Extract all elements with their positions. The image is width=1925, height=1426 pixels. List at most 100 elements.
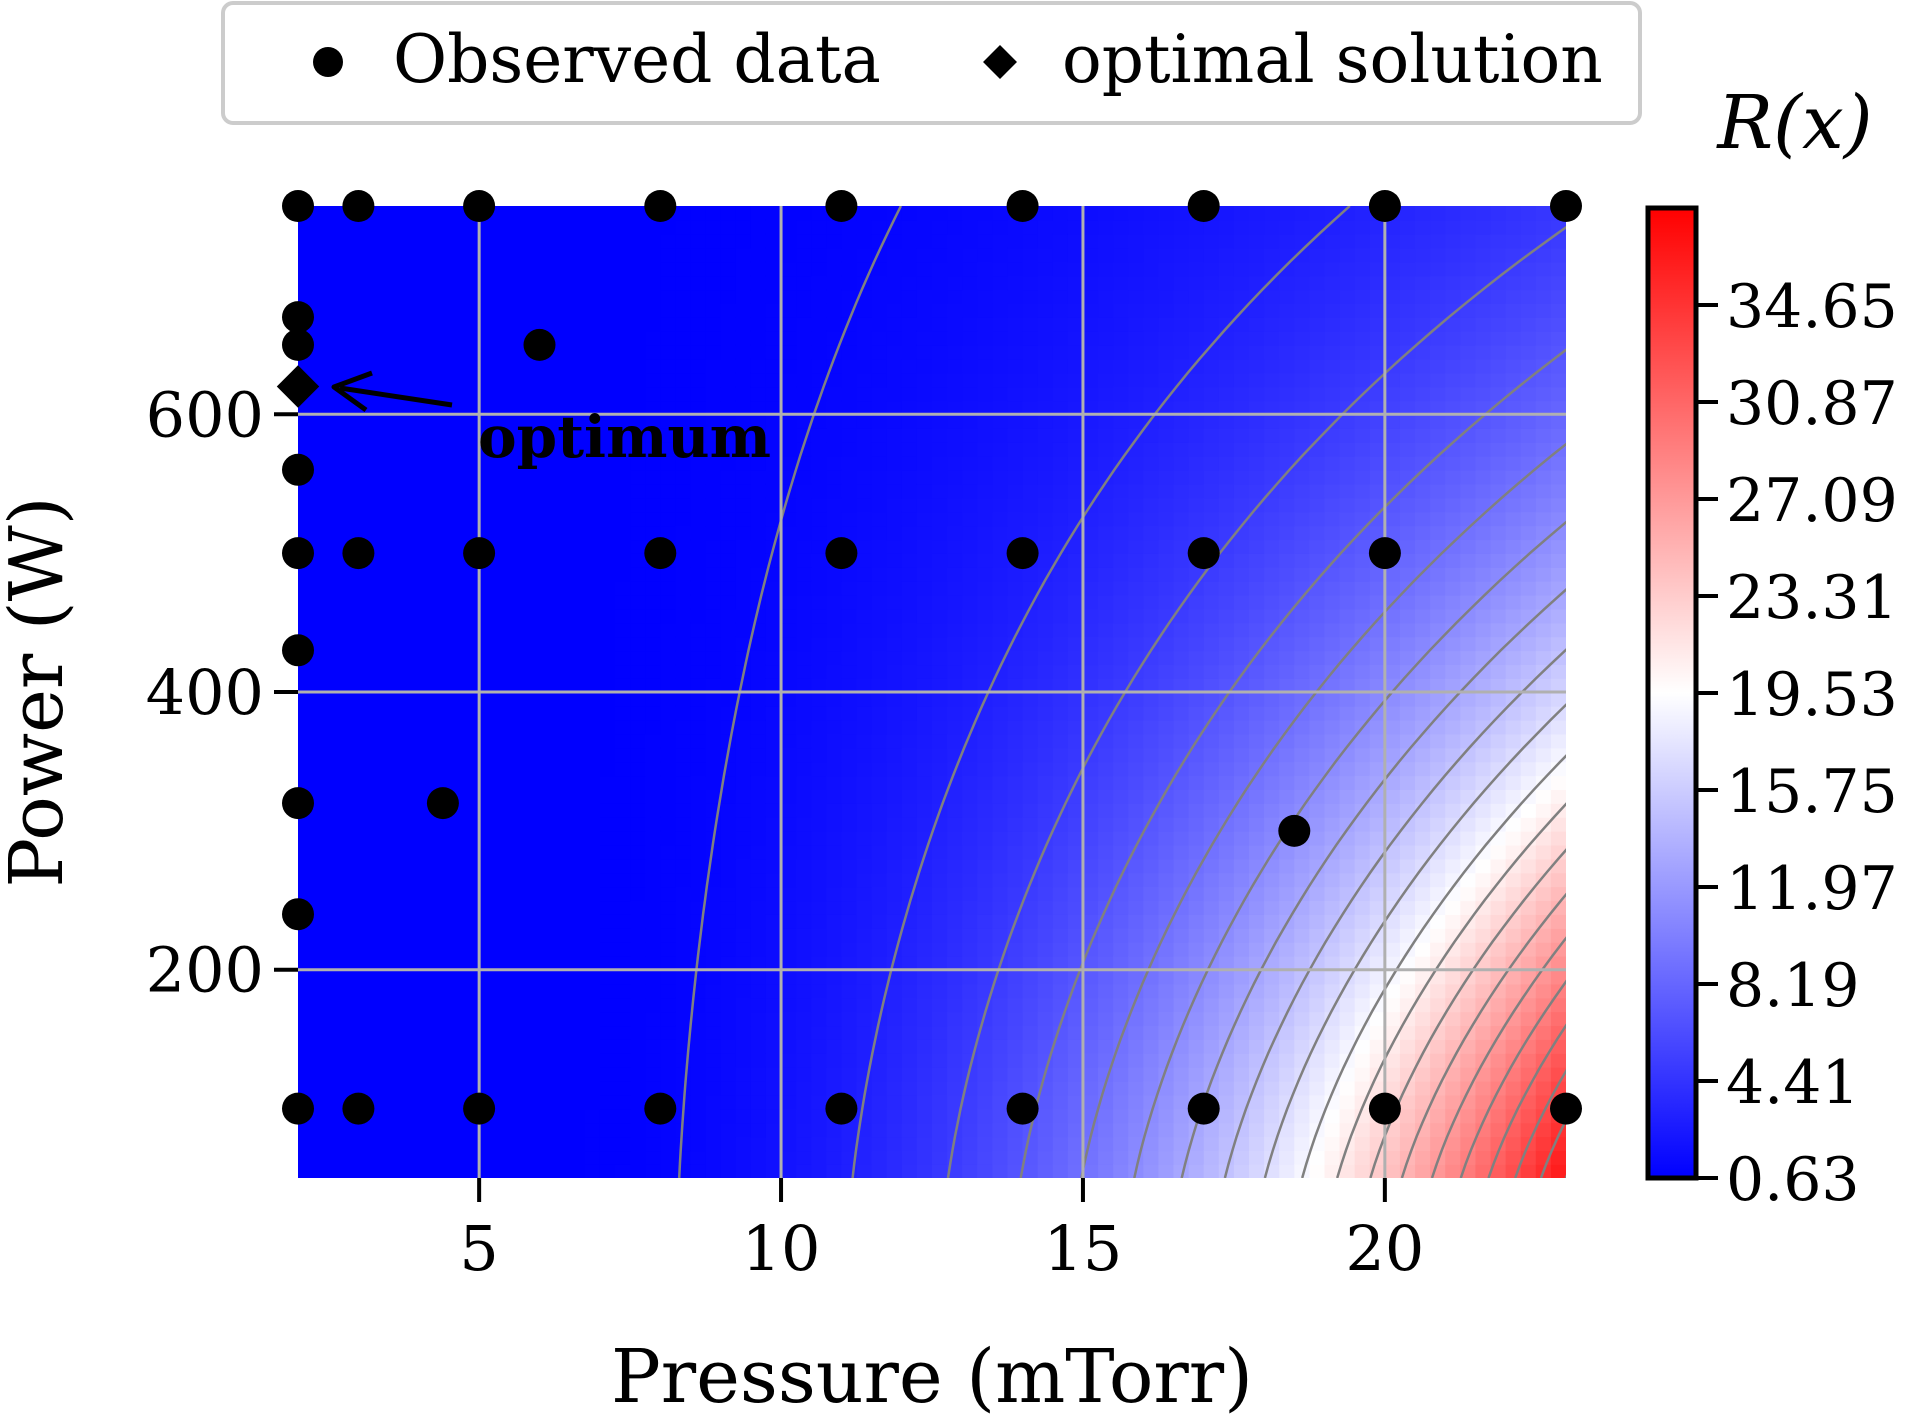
heatmap-cell xyxy=(1339,872,1356,888)
heatmap-cell xyxy=(1279,303,1296,318)
heatmap-cell xyxy=(328,997,345,1013)
heatmap-cell xyxy=(388,858,405,874)
heatmap-cell xyxy=(660,733,677,749)
heatmap-cell xyxy=(1188,830,1205,846)
heatmap-cell xyxy=(313,206,329,221)
heatmap-cell xyxy=(509,622,526,638)
heatmap-cell xyxy=(524,997,541,1013)
heatmap-cell xyxy=(1143,858,1160,874)
heatmap-cell xyxy=(1082,636,1099,652)
heatmap-cell xyxy=(796,1011,813,1027)
heatmap-cell xyxy=(1128,761,1145,777)
heatmap-cell xyxy=(992,358,1009,374)
heatmap-cell xyxy=(811,872,828,888)
heatmap-cell xyxy=(735,567,752,582)
heatmap-cell xyxy=(1113,261,1130,277)
heatmap-cell xyxy=(660,650,677,666)
heatmap-cell xyxy=(1354,775,1371,790)
heatmap-cell xyxy=(675,386,692,402)
heatmap-cell xyxy=(1249,816,1265,832)
heatmap-cell xyxy=(901,692,918,707)
heatmap-cell xyxy=(645,928,662,943)
heatmap-cell xyxy=(1067,816,1084,832)
heatmap-cell xyxy=(1324,1108,1341,1124)
heatmap-cell xyxy=(992,289,1009,304)
heatmap-cell xyxy=(826,317,843,332)
heatmap-cell xyxy=(705,678,722,693)
heatmap-cell xyxy=(645,775,662,790)
heatmap-cell xyxy=(916,247,933,263)
heatmap-cell xyxy=(554,483,571,499)
heatmap-cell xyxy=(403,692,420,707)
heatmap-cell xyxy=(735,636,752,652)
heatmap-cell xyxy=(1354,303,1371,318)
heatmap-cell xyxy=(1249,1150,1265,1165)
heatmap-cell xyxy=(871,816,888,832)
heatmap-cell xyxy=(796,747,813,763)
heatmap-cell xyxy=(1067,1053,1084,1068)
heatmap-cell xyxy=(750,1164,767,1178)
heatmap-cell xyxy=(690,830,707,846)
heatmap-cell xyxy=(796,1094,813,1110)
heatmap-cell xyxy=(494,247,511,263)
heatmap-cell xyxy=(403,747,420,763)
heatmap-cell xyxy=(1067,747,1084,763)
heatmap-cell xyxy=(1082,858,1099,874)
heatmap-cell xyxy=(1158,692,1175,707)
heatmap-cell xyxy=(313,1025,329,1040)
heatmap-cell xyxy=(1143,914,1160,929)
heatmap-cell xyxy=(675,1011,692,1027)
heatmap-cell xyxy=(765,1025,782,1040)
heatmap-cell xyxy=(448,261,465,277)
heatmap-cell xyxy=(433,941,450,957)
heatmap-cell xyxy=(1354,580,1371,596)
heatmap-cell xyxy=(1007,844,1024,860)
heatmap-cell xyxy=(811,830,828,846)
heatmap-cell xyxy=(388,442,405,457)
heatmap-cell xyxy=(524,1025,541,1040)
heatmap-cell xyxy=(856,1164,873,1178)
heatmap-cell xyxy=(298,608,314,624)
heatmap-cell xyxy=(781,955,797,971)
heatmap-cell xyxy=(494,317,511,332)
heatmap-cell xyxy=(1037,330,1054,346)
heatmap-cell xyxy=(765,330,782,346)
heatmap-cell xyxy=(796,650,813,666)
heatmap-cell xyxy=(328,219,345,235)
heatmap-cell xyxy=(433,1150,450,1165)
heatmap-cell xyxy=(524,789,541,804)
heatmap-cell xyxy=(977,1080,994,1096)
heatmap-cell xyxy=(765,608,782,624)
heatmap-cell xyxy=(509,803,526,818)
heatmap-cell xyxy=(1218,303,1235,318)
heatmap-cell xyxy=(675,803,692,818)
heatmap-cell xyxy=(554,733,571,749)
heatmap-cell xyxy=(1264,803,1280,818)
heatmap-cell xyxy=(298,511,314,527)
heatmap-cell xyxy=(962,400,979,416)
heatmap-cell xyxy=(388,330,405,346)
heatmap-cell xyxy=(675,594,692,610)
heatmap-cell xyxy=(1324,247,1341,263)
heatmap-cell xyxy=(539,1164,556,1178)
heatmap-cell xyxy=(1264,1011,1280,1027)
heatmap-cell xyxy=(1022,358,1039,374)
heatmap-cell xyxy=(841,1053,858,1068)
heatmap-cell xyxy=(554,1136,571,1152)
heatmap-cell xyxy=(524,650,541,666)
heatmap-cell xyxy=(1249,344,1265,360)
heatmap-cell xyxy=(781,636,797,652)
heatmap-cell xyxy=(1264,289,1280,304)
heatmap-cell xyxy=(962,330,979,346)
heatmap-cell xyxy=(886,1094,903,1110)
heatmap-cell xyxy=(298,1080,314,1096)
heatmap-cell xyxy=(1309,233,1326,249)
heatmap-cell xyxy=(373,622,390,638)
heatmap-cell xyxy=(1128,830,1145,846)
heatmap-cell xyxy=(418,567,435,582)
heatmap-cell xyxy=(1279,844,1296,860)
heatmap-cell xyxy=(1203,289,1220,304)
heatmap-cell xyxy=(373,969,390,985)
heatmap-cell xyxy=(1082,344,1099,360)
heatmap-cell xyxy=(932,455,948,471)
